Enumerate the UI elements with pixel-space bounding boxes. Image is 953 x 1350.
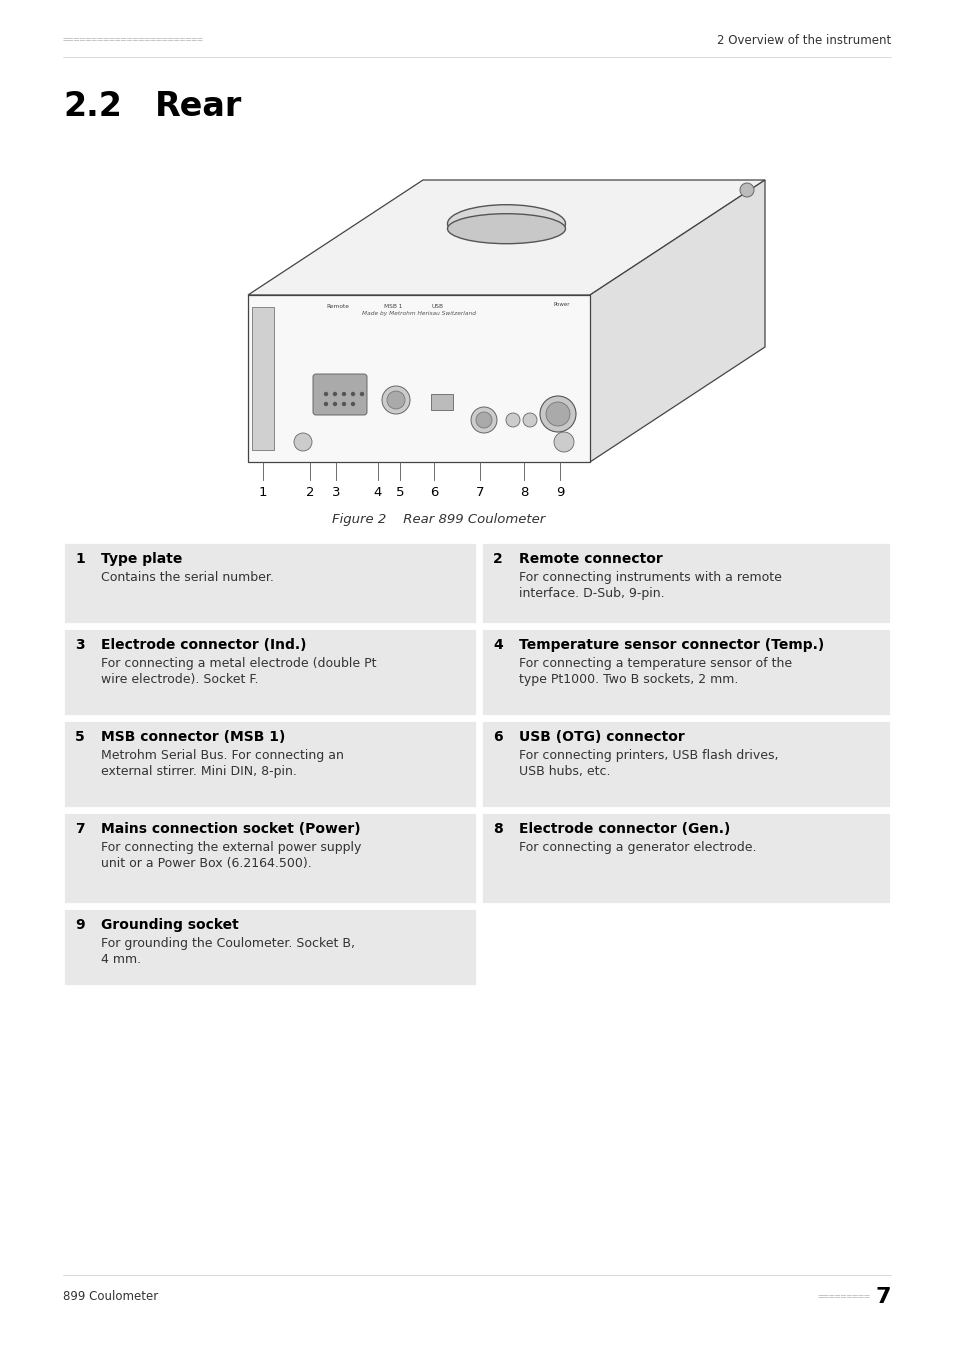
Text: For connecting printers, USB flash drives,: For connecting printers, USB flash drive… <box>518 749 778 761</box>
Text: 8: 8 <box>519 486 528 498</box>
Text: For connecting a temperature sensor of the: For connecting a temperature sensor of t… <box>518 657 791 670</box>
Text: external stirrer. Mini DIN, 8-pin.: external stirrer. Mini DIN, 8-pin. <box>101 765 296 778</box>
Text: 3: 3 <box>75 639 85 652</box>
Text: 9: 9 <box>556 486 563 498</box>
Text: For connecting the external power supply: For connecting the external power supply <box>101 841 361 855</box>
Polygon shape <box>589 180 764 462</box>
Text: 9: 9 <box>75 918 85 932</box>
Bar <box>63 628 476 716</box>
Text: type Pt1000. Two B sockets, 2 mm.: type Pt1000. Two B sockets, 2 mm. <box>518 674 738 686</box>
Text: Type plate: Type plate <box>101 552 182 566</box>
Circle shape <box>351 402 355 406</box>
Text: USB: USB <box>432 305 443 309</box>
Bar <box>480 628 890 716</box>
FancyBboxPatch shape <box>313 374 367 414</box>
Text: 6: 6 <box>493 730 502 744</box>
Text: Electrode connector (Gen.): Electrode connector (Gen.) <box>518 822 730 836</box>
Circle shape <box>341 392 346 396</box>
Text: USB hubs, etc.: USB hubs, etc. <box>518 765 610 778</box>
Text: Power: Power <box>553 302 570 308</box>
Bar <box>63 811 476 905</box>
Text: 4: 4 <box>493 639 502 652</box>
Bar <box>480 811 890 905</box>
Text: 2: 2 <box>305 486 314 498</box>
Bar <box>63 909 476 986</box>
Text: Made by Metrohm Herisau Switzerland: Made by Metrohm Herisau Switzerland <box>361 310 476 316</box>
Text: 7: 7 <box>875 1287 890 1307</box>
Circle shape <box>545 402 569 427</box>
Text: =========: ========= <box>817 1292 870 1301</box>
Bar <box>431 394 453 410</box>
Circle shape <box>323 392 328 396</box>
Text: 2: 2 <box>493 552 502 566</box>
Ellipse shape <box>447 205 565 243</box>
Text: Temperature sensor connector (Temp.): Temperature sensor connector (Temp.) <box>518 639 823 652</box>
Text: 7: 7 <box>476 486 484 498</box>
Text: ========================: ======================== <box>63 35 204 45</box>
Circle shape <box>471 406 497 433</box>
Circle shape <box>387 392 405 409</box>
Bar <box>252 306 274 450</box>
Text: For grounding the Coulometer. Socket B,: For grounding the Coulometer. Socket B, <box>101 937 355 950</box>
Text: 5: 5 <box>395 486 404 498</box>
Text: MSB 1: MSB 1 <box>383 305 402 309</box>
Text: 3: 3 <box>332 486 340 498</box>
Text: Contains the serial number.: Contains the serial number. <box>101 571 274 585</box>
Text: unit or a Power Box (6.2164.500).: unit or a Power Box (6.2164.500). <box>101 857 312 869</box>
Text: Rear: Rear <box>154 90 242 123</box>
Text: 5: 5 <box>75 730 85 744</box>
Polygon shape <box>248 180 764 296</box>
Text: wire electrode). Socket F.: wire electrode). Socket F. <box>101 674 258 686</box>
Text: For connecting a metal electrode (double Pt: For connecting a metal electrode (double… <box>101 657 376 670</box>
Text: Electrode connector (Ind.): Electrode connector (Ind.) <box>101 639 306 652</box>
Text: 2 Overview of the instrument: 2 Overview of the instrument <box>716 34 890 46</box>
Text: 1: 1 <box>75 552 85 566</box>
Text: 899 Coulometer: 899 Coulometer <box>63 1291 158 1304</box>
Circle shape <box>333 402 336 406</box>
Text: 4 mm.: 4 mm. <box>101 953 141 967</box>
Circle shape <box>323 402 328 406</box>
Text: 6: 6 <box>430 486 437 498</box>
Circle shape <box>740 184 753 197</box>
Bar <box>480 720 890 809</box>
Ellipse shape <box>447 213 565 244</box>
Circle shape <box>505 413 519 427</box>
Circle shape <box>476 412 492 428</box>
Text: For connecting instruments with a remote: For connecting instruments with a remote <box>518 571 781 585</box>
Circle shape <box>381 386 410 414</box>
Circle shape <box>359 392 364 396</box>
Text: interface. D-Sub, 9-pin.: interface. D-Sub, 9-pin. <box>518 587 664 599</box>
Circle shape <box>333 392 336 396</box>
Circle shape <box>522 413 537 427</box>
Text: Figure 2    Rear 899 Coulometer: Figure 2 Rear 899 Coulometer <box>332 513 545 526</box>
Text: 4: 4 <box>374 486 382 498</box>
Bar <box>248 296 589 462</box>
Text: 7: 7 <box>75 822 85 836</box>
Text: Remote connector: Remote connector <box>518 552 662 566</box>
Circle shape <box>539 396 576 432</box>
Bar <box>63 720 476 809</box>
Text: Grounding socket: Grounding socket <box>101 918 238 932</box>
Bar <box>480 541 890 624</box>
Circle shape <box>351 392 355 396</box>
Text: MSB connector (MSB 1): MSB connector (MSB 1) <box>101 730 285 744</box>
Circle shape <box>341 402 346 406</box>
Text: Metrohm Serial Bus. For connecting an: Metrohm Serial Bus. For connecting an <box>101 749 343 761</box>
Text: USB (OTG) connector: USB (OTG) connector <box>518 730 684 744</box>
Circle shape <box>294 433 312 451</box>
Text: 2.2: 2.2 <box>63 90 122 123</box>
Circle shape <box>554 432 574 452</box>
Text: 8: 8 <box>493 822 502 836</box>
Text: Mains connection socket (Power): Mains connection socket (Power) <box>101 822 360 836</box>
Bar <box>63 541 476 624</box>
Text: 1: 1 <box>258 486 267 498</box>
Text: Remote: Remote <box>326 305 349 309</box>
Text: For connecting a generator electrode.: For connecting a generator electrode. <box>518 841 756 855</box>
